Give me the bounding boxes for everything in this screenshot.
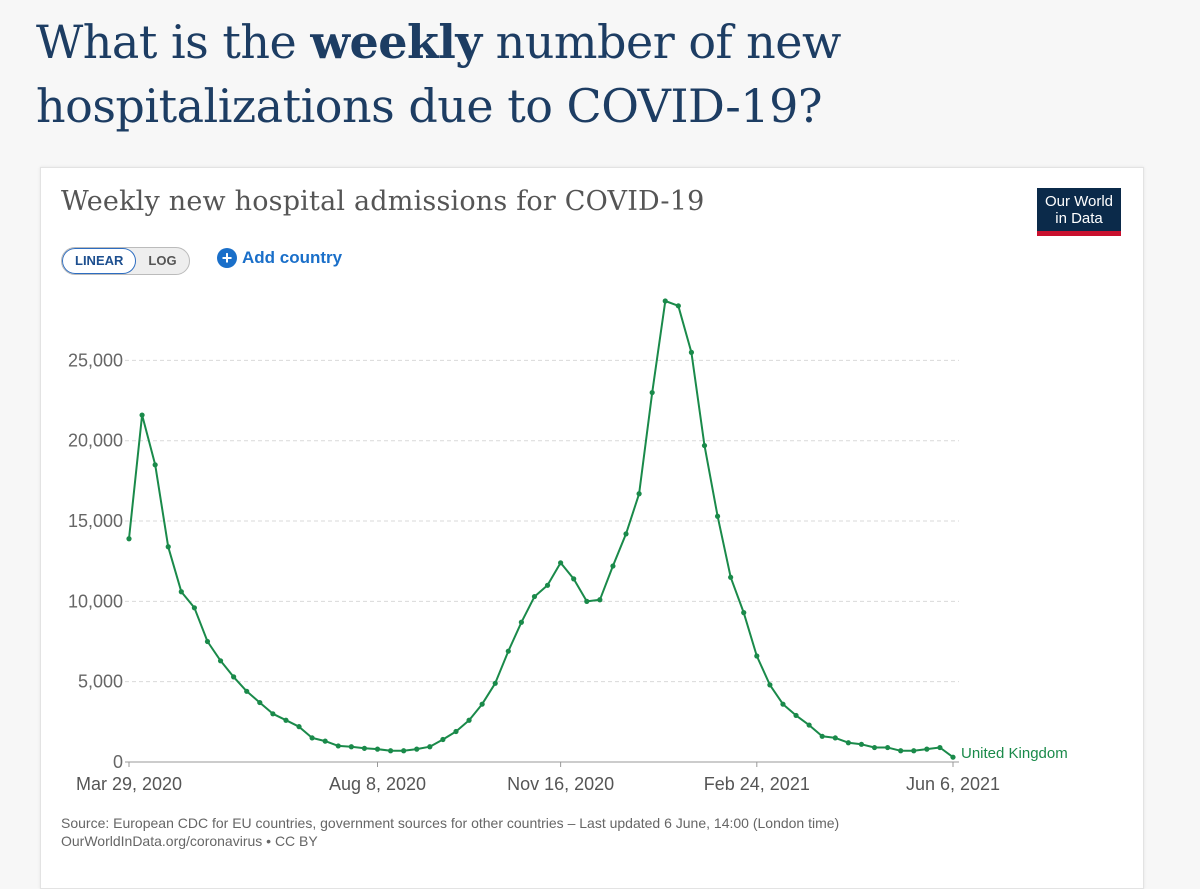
- y-tick-label: 0: [113, 752, 123, 772]
- source-line1: Source: European CDC for EU countries, g…: [61, 815, 840, 831]
- data-point: [832, 735, 838, 741]
- logo-line1: Our World: [1044, 193, 1114, 210]
- data-point: [466, 717, 472, 723]
- x-tick-label: Jun 6, 2021: [906, 774, 1000, 794]
- source-note: Source: European CDC for EU countries, g…: [61, 814, 1121, 850]
- data-point: [440, 736, 446, 743]
- data-point: [754, 653, 760, 659]
- data-point: [401, 748, 407, 754]
- data-point: [623, 531, 629, 537]
- owid-logo[interactable]: Our World in Data: [1037, 188, 1121, 236]
- source-line2[interactable]: OurWorldInData.org/coronavirus • CC BY: [61, 833, 318, 849]
- data-point: [427, 744, 433, 750]
- data-point: [610, 563, 616, 569]
- data-point: [374, 746, 381, 752]
- data-point: [701, 442, 708, 449]
- data-point: [531, 593, 538, 600]
- x-tick-label: Feb 24, 2021: [704, 774, 810, 794]
- line-chart: 0 5,000 10,000 15,000 20,000 25,000 Mar 29, 20…: [68, 298, 1068, 794]
- data-point: [257, 699, 263, 706]
- data-point: [911, 748, 917, 754]
- data-point: [270, 711, 276, 717]
- data-point: [806, 722, 812, 728]
- add-country-label: Add country: [242, 248, 343, 267]
- data-point: [584, 598, 590, 604]
- series-label: United Kingdom: [961, 745, 1068, 762]
- x-tick-label: Aug 8, 2020: [329, 774, 426, 794]
- data-point: [309, 735, 315, 741]
- data-point: [479, 701, 485, 707]
- data-point: [414, 746, 420, 752]
- data-point: [492, 680, 498, 686]
- data-point: [871, 744, 878, 751]
- y-tick-label: 10,000: [68, 591, 123, 611]
- data-point: [937, 744, 943, 751]
- data-point: [518, 619, 524, 625]
- data-point: [819, 733, 825, 739]
- series-line-united-kingdom: [128, 300, 954, 759]
- data-point: [387, 748, 394, 754]
- data-point: [348, 744, 354, 750]
- chart-card: Weekly new hospital admissions for COVID…: [40, 167, 1144, 889]
- data-point: [858, 741, 865, 747]
- data-point: [126, 536, 132, 542]
- data-point: [675, 303, 681, 309]
- data-point: [558, 560, 564, 566]
- data-point: [335, 743, 341, 749]
- data-point: [728, 574, 734, 580]
- y-tick-label: 15,000: [68, 511, 123, 531]
- data-point: [505, 648, 511, 654]
- headline-bold: weekly: [310, 15, 482, 69]
- data-point: [767, 682, 773, 688]
- x-tick-label: Mar 29, 2020: [76, 774, 182, 794]
- data-point: [191, 605, 197, 611]
- data-point: [662, 298, 668, 304]
- plus-icon: +: [217, 248, 237, 268]
- y-tick-label: 20,000: [68, 431, 123, 451]
- add-country-button[interactable]: + Add country: [217, 248, 342, 268]
- page-headline: What is the weekly number of new hospita…: [36, 10, 1136, 138]
- data-point: [152, 462, 158, 468]
- headline-part2: number of new hospitalizations due to CO…: [36, 15, 841, 133]
- data-point: [597, 597, 603, 603]
- data-point: [741, 610, 747, 616]
- data-point: [780, 701, 786, 707]
- data-point: [361, 745, 368, 751]
- data-point: [898, 748, 904, 754]
- headline-part1: What is the: [36, 15, 311, 69]
- data-point: [165, 544, 171, 550]
- data-point: [139, 412, 145, 418]
- data-point: [178, 589, 184, 595]
- data-point: [636, 491, 642, 497]
- data-point: [453, 728, 459, 735]
- data-point: [845, 740, 851, 746]
- data-point: [793, 712, 799, 719]
- data-point: [688, 349, 695, 356]
- data-point: [204, 638, 211, 645]
- linear-scale-button[interactable]: LINEAR: [62, 248, 137, 274]
- data-point: [714, 513, 721, 519]
- y-tick-label: 25,000: [68, 350, 123, 370]
- data-point: [322, 738, 328, 744]
- data-point: [217, 658, 224, 664]
- data-point: [244, 688, 250, 694]
- log-scale-button[interactable]: LOG: [148, 253, 177, 268]
- data-point: [544, 582, 551, 588]
- data-point: [950, 754, 956, 760]
- data-point: [283, 717, 289, 723]
- y-tick-label: 5,000: [78, 672, 123, 692]
- data-point: [649, 389, 655, 396]
- chart-title: Weekly new hospital admissions for COVID…: [61, 186, 705, 217]
- x-tick-label: Nov 16, 2020: [507, 774, 614, 794]
- data-point: [296, 724, 302, 730]
- data-point: [924, 746, 930, 752]
- data-point: [571, 576, 577, 582]
- logo-line2: in Data: [1055, 210, 1103, 227]
- data-point: [885, 744, 891, 751]
- data-point: [231, 674, 237, 680]
- scale-toggle: LINEAR LOG: [61, 247, 190, 275]
